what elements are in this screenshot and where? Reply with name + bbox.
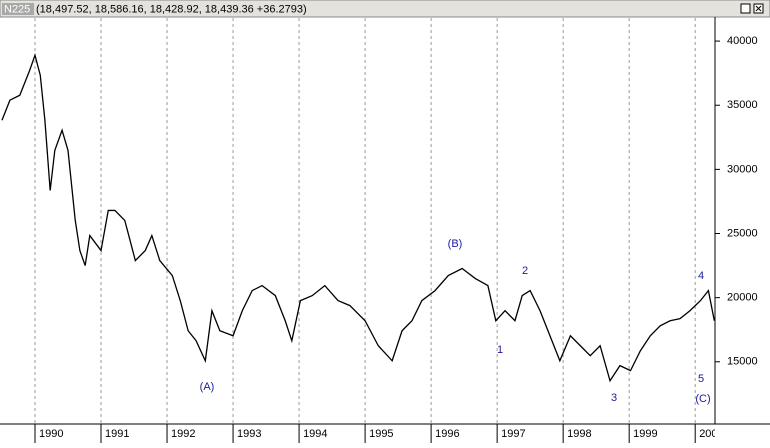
y-tick-label: 25000 bbox=[727, 227, 758, 239]
y-tick-label: 15000 bbox=[727, 356, 758, 368]
maximize-button[interactable] bbox=[740, 3, 751, 14]
x-tick-label: 1996 bbox=[435, 428, 459, 440]
x-tick-label: 1997 bbox=[501, 428, 525, 440]
y-tick-label: 35000 bbox=[727, 99, 758, 111]
x-tick-label: 1991 bbox=[105, 428, 129, 440]
x-tick-label: 1994 bbox=[303, 428, 327, 440]
annotation: 4 bbox=[698, 270, 704, 282]
symbol-box bbox=[2, 3, 34, 15]
annotation: 5 bbox=[698, 373, 704, 385]
chart-title: (18,497.52, 18,586.16, 18,428.92, 18,439… bbox=[36, 3, 307, 15]
close-button[interactable] bbox=[753, 3, 764, 14]
x-tick-label: 2000 bbox=[699, 428, 723, 440]
x-tick-label: 1998 bbox=[567, 428, 591, 440]
annotation: (C) bbox=[695, 393, 710, 405]
annotation: 2 bbox=[522, 265, 528, 277]
annotation: 3 bbox=[611, 392, 617, 404]
price-line bbox=[1, 52, 715, 383]
x-tick-label: 1995 bbox=[369, 428, 393, 440]
y-tick-label: 20000 bbox=[727, 292, 758, 304]
symbol: N225 bbox=[4, 3, 30, 15]
annotation: (A) bbox=[200, 381, 215, 393]
x-tick-label: 1992 bbox=[171, 428, 195, 440]
y-tick-label: 30000 bbox=[727, 163, 758, 175]
x-tick-label: 1990 bbox=[39, 428, 63, 440]
close-icon[interactable] bbox=[755, 5, 762, 12]
annotation: (B) bbox=[448, 238, 463, 250]
annotation: 1 bbox=[497, 344, 503, 356]
title-bar bbox=[0, 0, 770, 18]
y-tick-label: 40000 bbox=[727, 35, 758, 47]
x-tick-label: 1993 bbox=[237, 428, 261, 440]
x-tick-label: 1999 bbox=[633, 428, 657, 440]
